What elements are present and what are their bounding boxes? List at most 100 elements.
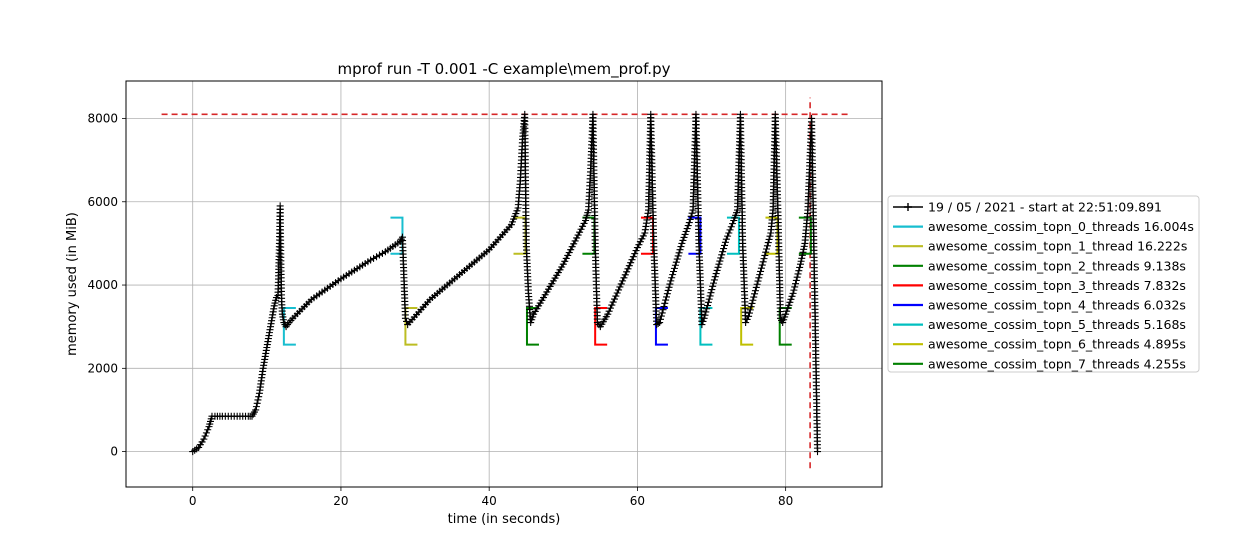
data-point-marker (792, 276, 800, 284)
data-point-marker (624, 265, 632, 273)
data-point-marker (782, 310, 790, 318)
data-point-marker (757, 264, 765, 272)
x-tick-label: 0 (189, 494, 197, 508)
data-point-marker (717, 254, 725, 262)
data-point-marker (712, 270, 720, 278)
bracket-start (594, 306, 608, 346)
data-point-marker (709, 282, 717, 290)
data-point-marker (367, 256, 375, 264)
data-point-marker (762, 248, 770, 256)
data-point-marker (606, 304, 614, 312)
data-point-marker (202, 429, 210, 437)
data-point-marker (627, 259, 635, 267)
data-point-marker (675, 249, 683, 257)
data-point-marker (561, 257, 569, 265)
data-point-marker (688, 209, 696, 217)
data-point-marker (403, 317, 411, 325)
data-point-marker (748, 299, 756, 307)
data-point-marker (378, 249, 386, 257)
data-point-marker (745, 312, 753, 320)
data-point-marker (751, 290, 759, 298)
data-point-marker (719, 248, 727, 256)
data-point-marker (617, 280, 625, 288)
data-point-marker (604, 310, 612, 318)
data-point-marker (676, 246, 684, 254)
data-point-marker (252, 403, 260, 411)
data-point-marker (814, 448, 822, 456)
data-point-marker (577, 225, 585, 233)
data-point-marker (708, 286, 716, 294)
data-point-marker (704, 298, 712, 306)
data-point-marker (766, 232, 774, 240)
bracket-end (765, 216, 779, 255)
data-point-marker (564, 251, 572, 259)
data-point-marker (714, 263, 722, 271)
data-point-marker (253, 399, 261, 407)
data-point-marker (562, 254, 570, 262)
data-point-marker (721, 241, 728, 249)
data-point-marker (703, 305, 711, 313)
data-point-marker (797, 257, 805, 265)
data-point-marker (747, 303, 755, 311)
data-point-marker (786, 298, 794, 306)
data-point-marker (761, 251, 769, 259)
data-point-marker (661, 299, 669, 307)
data-point-marker (687, 212, 695, 220)
data-point-marker (559, 260, 567, 268)
data-point-marker (666, 280, 674, 288)
data-point-marker (201, 432, 209, 440)
data-point-marker (727, 223, 735, 231)
data-point-marker (681, 230, 689, 238)
data-point-marker (763, 242, 771, 250)
data-point-marker (671, 261, 679, 269)
data-point-marker (612, 292, 620, 300)
data-point-marker (800, 242, 808, 250)
legend-label: awesome_cossim_topn_3_threads 7.832s (928, 278, 1186, 293)
data-point-marker (706, 292, 714, 300)
data-point-marker (576, 228, 584, 236)
data-point-marker (752, 283, 760, 291)
data-point-marker (796, 260, 804, 268)
data-point-marker (742, 319, 750, 327)
data-point-marker (700, 314, 708, 322)
data-point-marker (611, 295, 619, 303)
data-point-marker (721, 238, 729, 246)
data-point-marker (720, 245, 728, 253)
data-point-marker (254, 396, 262, 404)
data-point-marker (580, 219, 588, 227)
legend-label: awesome_cossim_topn_1_thread 16.222s (928, 239, 1187, 254)
data-point-marker (799, 248, 807, 256)
data-point-marker (750, 293, 758, 301)
data-point-marker (639, 232, 647, 240)
data-point-marker (753, 280, 761, 288)
data-point-marker (682, 228, 690, 236)
data-point-marker (673, 255, 681, 263)
data-point-marker (373, 253, 381, 261)
data-point-marker (579, 222, 587, 230)
axis-ticks: 0 20 40 60 80 0 2000 4000 6000 8000 (87, 111, 793, 508)
legend-label: awesome_cossim_topn_6_threads 4.895s (928, 337, 1186, 352)
bracket-end (798, 216, 812, 255)
memory-usage-markers (189, 110, 822, 456)
data-point-marker (629, 253, 637, 261)
data-point-marker (615, 286, 623, 294)
data-point-marker (670, 268, 678, 276)
data-point-marker (793, 273, 801, 281)
data-point-marker (663, 290, 671, 298)
data-point-marker (662, 293, 670, 301)
data-point-marker (711, 273, 719, 281)
data-point-marker (798, 251, 806, 259)
data-point-marker (252, 406, 260, 414)
data-point-marker (754, 277, 762, 285)
data-point-marker (677, 243, 685, 251)
data-point-marker (788, 292, 796, 300)
data-point-marker (654, 320, 662, 328)
data-point-marker (790, 286, 798, 294)
data-point-marker (660, 303, 668, 311)
data-point-marker (204, 426, 212, 434)
data-point-marker (716, 257, 724, 265)
data-point-marker (635, 241, 643, 249)
data-point-marker (685, 219, 693, 227)
data-point-marker (785, 301, 793, 309)
data-point-marker (621, 271, 629, 279)
